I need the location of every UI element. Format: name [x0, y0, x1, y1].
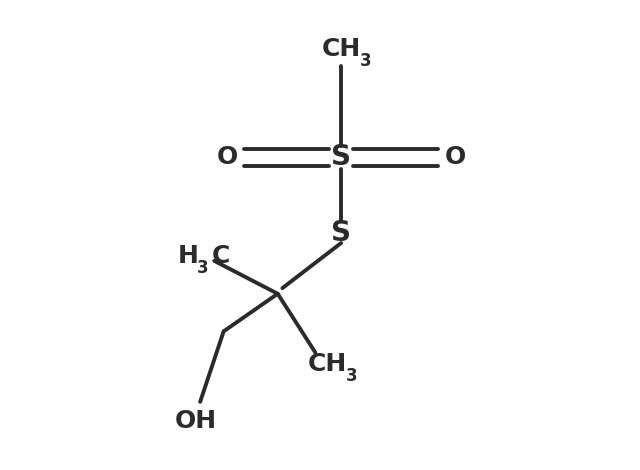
Text: 3: 3 [346, 367, 357, 385]
Text: CH: CH [307, 352, 347, 376]
Text: 3: 3 [196, 259, 208, 277]
Text: CH: CH [321, 37, 361, 62]
Text: O: O [445, 145, 466, 170]
Text: S: S [331, 219, 351, 247]
Text: O: O [216, 145, 237, 170]
Text: H: H [178, 244, 199, 268]
Text: S: S [331, 143, 351, 172]
Text: C: C [212, 244, 230, 268]
Text: 3: 3 [360, 52, 371, 70]
Text: OH: OH [174, 408, 216, 433]
